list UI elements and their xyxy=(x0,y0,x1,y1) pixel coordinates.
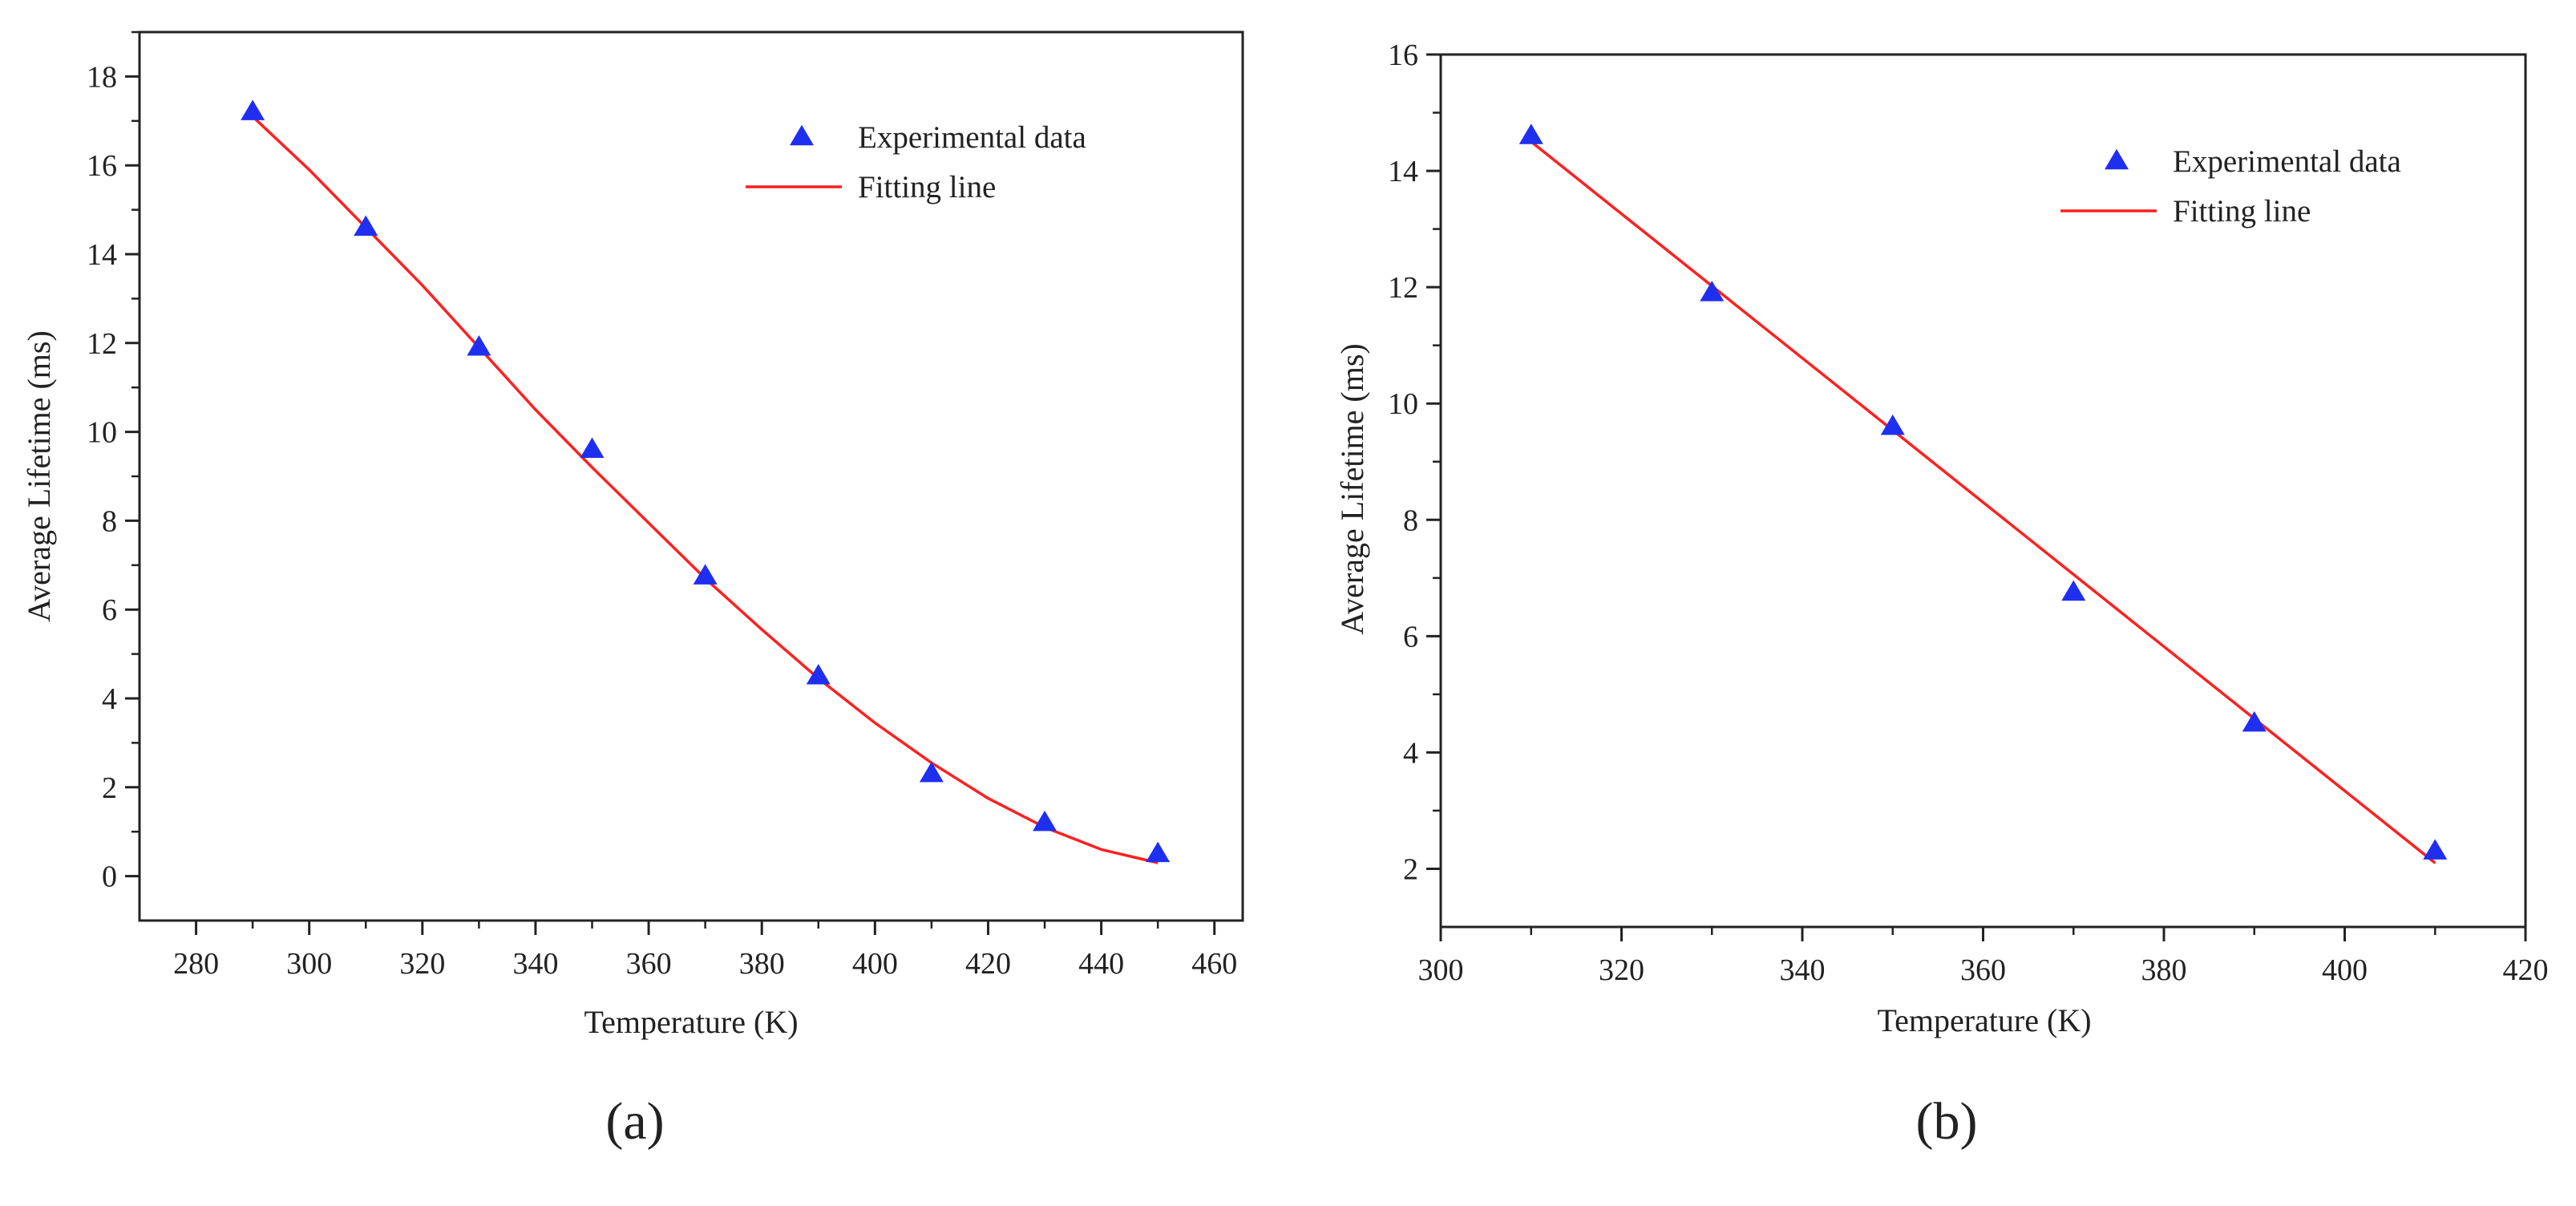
x-tick-label: 460 xyxy=(1191,947,1237,981)
fitting-line xyxy=(1530,140,2436,864)
x-tick-label: 380 xyxy=(739,947,785,981)
x-tick-label: 360 xyxy=(626,947,672,981)
y-tick-label: 8 xyxy=(102,504,117,538)
x-tick-label: 300 xyxy=(286,947,332,981)
data-point xyxy=(1880,414,1905,435)
y-tick-label: 14 xyxy=(1388,155,1418,188)
legend-label: Fitting line xyxy=(2173,194,2311,229)
caption-a: (a) xyxy=(605,1092,664,1151)
x-tick-label: 340 xyxy=(512,947,558,981)
legend-label: Experimental data xyxy=(858,120,1086,155)
y-tick-label: 18 xyxy=(87,60,117,94)
data-point xyxy=(1033,810,1057,832)
y-tick-label: 2 xyxy=(1403,852,1418,886)
y-tick-label: 4 xyxy=(1403,736,1418,770)
y-tick-label: 0 xyxy=(102,860,117,894)
x-tick-label: 320 xyxy=(1599,953,1644,987)
x-tick-label: 380 xyxy=(2141,953,2187,987)
data-point xyxy=(241,99,265,120)
y-tick-label: 6 xyxy=(102,593,117,627)
y-tick-label: 6 xyxy=(1403,620,1418,654)
y-axis-label: Average Lifetime (ms) xyxy=(1334,343,1370,635)
y-tick-label: 10 xyxy=(1388,387,1418,421)
x-tick-label: 340 xyxy=(1780,953,1826,987)
legend-marker-icon xyxy=(2105,148,2129,170)
data-point xyxy=(806,664,831,685)
y-tick-label: 4 xyxy=(102,682,117,716)
data-point xyxy=(1519,123,1543,144)
x-tick-label: 440 xyxy=(1078,947,1124,981)
y-tick-label: 16 xyxy=(1388,38,1418,72)
y-tick-label: 8 xyxy=(1403,504,1418,537)
x-tick-label: 280 xyxy=(173,947,219,981)
data-point xyxy=(919,761,944,783)
y-tick-label: 2 xyxy=(102,771,117,805)
x-tick-label: 300 xyxy=(1418,953,1464,987)
y-tick-label: 10 xyxy=(87,416,117,450)
legend-label: Fitting line xyxy=(858,170,996,204)
y-axis-label: Average Lifetime (ms) xyxy=(21,330,57,622)
caption-b: (b) xyxy=(1916,1092,1978,1151)
data-point xyxy=(1146,841,1171,863)
data-point xyxy=(2061,580,2086,601)
y-tick-label: 16 xyxy=(87,149,117,183)
y-tick-label: 12 xyxy=(1388,271,1418,305)
fitting-line xyxy=(251,115,1159,864)
x-tick-label: 320 xyxy=(399,947,445,981)
x-tick-label: 400 xyxy=(2322,953,2368,987)
data-point xyxy=(2242,710,2267,732)
x-tick-label: 400 xyxy=(852,947,898,981)
data-point xyxy=(693,564,718,585)
x-tick-label: 420 xyxy=(2503,953,2549,987)
x-tick-label: 360 xyxy=(1960,953,2006,987)
data-point xyxy=(354,215,378,236)
data-point xyxy=(2423,839,2448,860)
legend-label: Experimental data xyxy=(2173,144,2401,179)
x-axis-label: Temperature (K) xyxy=(1877,1002,2091,1038)
data-point xyxy=(580,437,605,458)
data-point xyxy=(467,335,491,356)
y-tick-label: 12 xyxy=(87,327,117,361)
chart-panel-a: 280 300 320 340 360 380 400 420 440 460 0 2 4 6 8 10 12 1… xyxy=(21,30,1244,1040)
y-tick-label: 14 xyxy=(87,238,117,272)
plot-frame xyxy=(1439,53,2527,929)
chart-panel-b: 300 320 340 360 380 400 420 2 4 6 8 10 12 14 16 Tempera… xyxy=(1334,38,2549,1038)
x-axis-label: Temperature (K) xyxy=(584,1004,798,1040)
legend-marker-icon xyxy=(790,124,814,146)
data-point xyxy=(1700,281,1725,302)
x-tick-label: 420 xyxy=(965,947,1011,981)
